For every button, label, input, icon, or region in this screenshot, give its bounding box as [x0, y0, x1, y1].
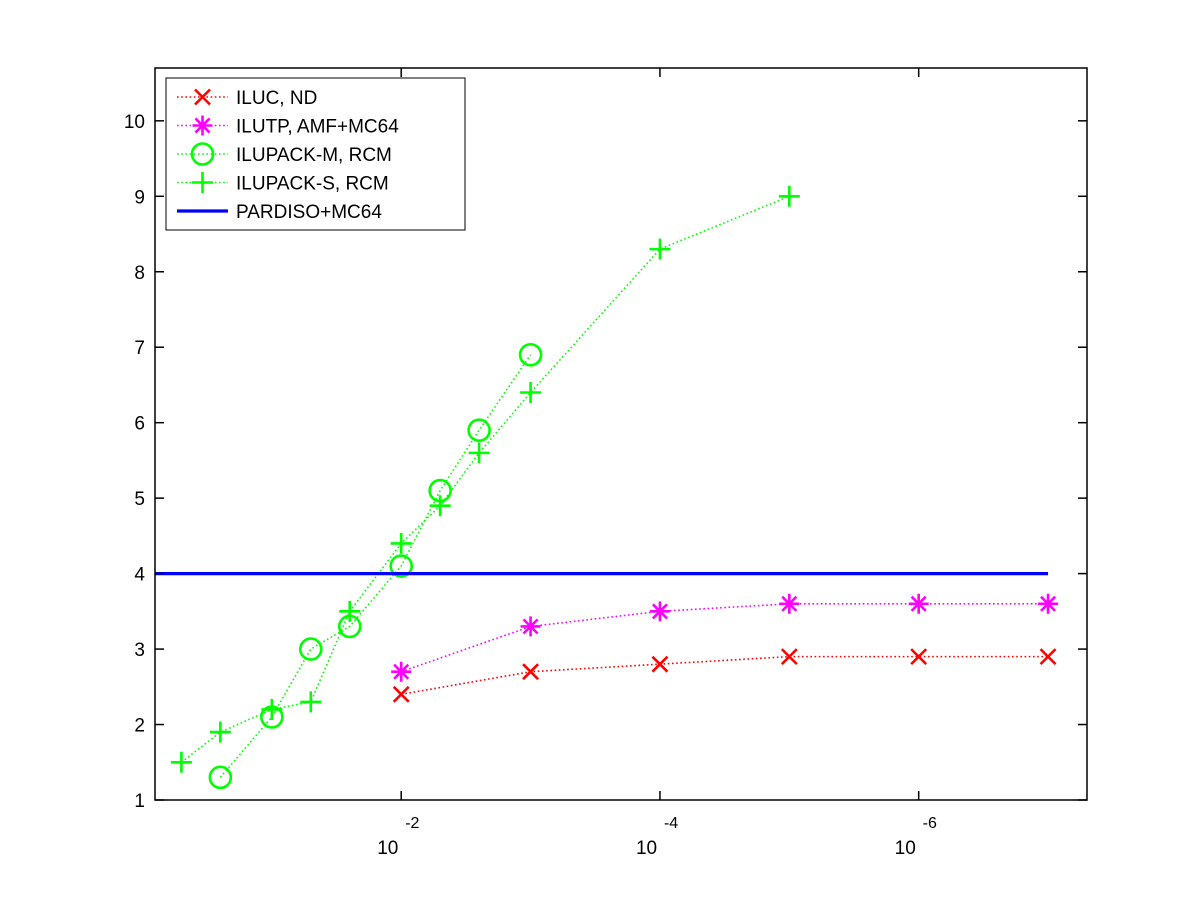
- data-point-2-0: [208, 765, 233, 790]
- legend-label-0: ILUC, ND: [236, 88, 317, 109]
- legend-label-4: PARDISO+MC64: [236, 202, 382, 223]
- data-point-0-3: [780, 648, 798, 666]
- y-tick-label: 8: [134, 263, 145, 284]
- legend-item-0: ILUC, ND: [177, 88, 317, 109]
- legend-label-3: ILUPACK-S, RCM: [236, 174, 389, 195]
- legend-label-2: ILUPACK-M, RCM: [236, 145, 392, 166]
- data-point-0-5: [1039, 648, 1057, 666]
- data-point-1-2: [649, 601, 670, 622]
- legend-marker-3: [192, 172, 213, 193]
- x-tick-base: 10: [377, 838, 398, 859]
- data-point-1-5: [1038, 593, 1059, 614]
- y-axis: 1 2 3 4 5 6 7 8 9 10: [124, 112, 1087, 812]
- legend-marker-1: [192, 115, 213, 136]
- y-tick-label: 2: [134, 716, 145, 737]
- data-point-3-10: [778, 185, 800, 207]
- x-tick-base: 10: [895, 838, 916, 859]
- y-tick-label: 1: [134, 791, 145, 812]
- y-tick-label: 10: [124, 112, 145, 133]
- data-point-3-5: [390, 532, 412, 554]
- data-point-3-7: [468, 442, 490, 464]
- data-point-2-2: [298, 637, 323, 661]
- y-tick-label: 9: [134, 187, 145, 208]
- data-point-3-2: [261, 698, 283, 720]
- series-line-1: [400, 602, 1049, 673]
- data-point-0-2: [651, 655, 669, 673]
- x-tick-base: 10: [636, 838, 657, 859]
- data-point-3-0: [170, 751, 192, 773]
- series-layer: [155, 185, 1059, 790]
- series-3: [170, 185, 800, 773]
- y-tick-label: 7: [134, 338, 145, 359]
- data-point-2-6: [467, 418, 491, 443]
- legend-item-4: PARDISO+MC64: [177, 202, 382, 223]
- y-tick-label: 3: [134, 640, 145, 661]
- data-point-0-1: [522, 663, 539, 681]
- data-point-3-9: [649, 238, 671, 260]
- legend-label-1: ILUTP, AMF+MC64: [236, 117, 399, 138]
- series-1: [391, 593, 1059, 682]
- data-point-3-8: [520, 381, 542, 403]
- data-point-1-4: [908, 593, 929, 614]
- legend-item-2: ILUPACK-M, RCM: [177, 142, 392, 166]
- axes-box: [154, 67, 1088, 801]
- legend-item-3: ILUPACK-S, RCM: [177, 172, 389, 195]
- x-axis: -2 10 -4 10 -6 10: [377, 68, 937, 859]
- y-tick-label: 5: [134, 489, 145, 510]
- data-point-3-6: [429, 495, 451, 517]
- legend-marker-0: [194, 88, 211, 106]
- data-point-0-0: [392, 685, 410, 703]
- x-tick-exponent: -4: [664, 815, 678, 832]
- data-point-0-4: [910, 648, 928, 666]
- data-point-3-1: [209, 721, 231, 743]
- data-point-2-7: [518, 342, 543, 367]
- legend-marker-2: [190, 142, 215, 166]
- data-point-3-3: [300, 691, 322, 713]
- series-line-0: [401, 655, 1049, 696]
- x-tick-exponent: -6: [923, 815, 937, 832]
- data-point-2-4: [389, 554, 414, 578]
- legend-item-1: ILUTP, AMF+MC64: [177, 115, 399, 138]
- y-tick-label: 6: [134, 414, 145, 435]
- data-point-3-4: [339, 600, 361, 622]
- data-point-1-1: [520, 616, 541, 637]
- series-0: [392, 648, 1057, 703]
- y-tick-label: 4: [134, 565, 145, 586]
- data-point-1-0: [391, 661, 412, 682]
- data-point-1-3: [779, 593, 800, 614]
- x-tick-exponent: -2: [405, 815, 419, 832]
- legend: ILUC, ND ILUTP, AMF+MC64 ILUPACK-M, RCM ILU…: [165, 77, 466, 231]
